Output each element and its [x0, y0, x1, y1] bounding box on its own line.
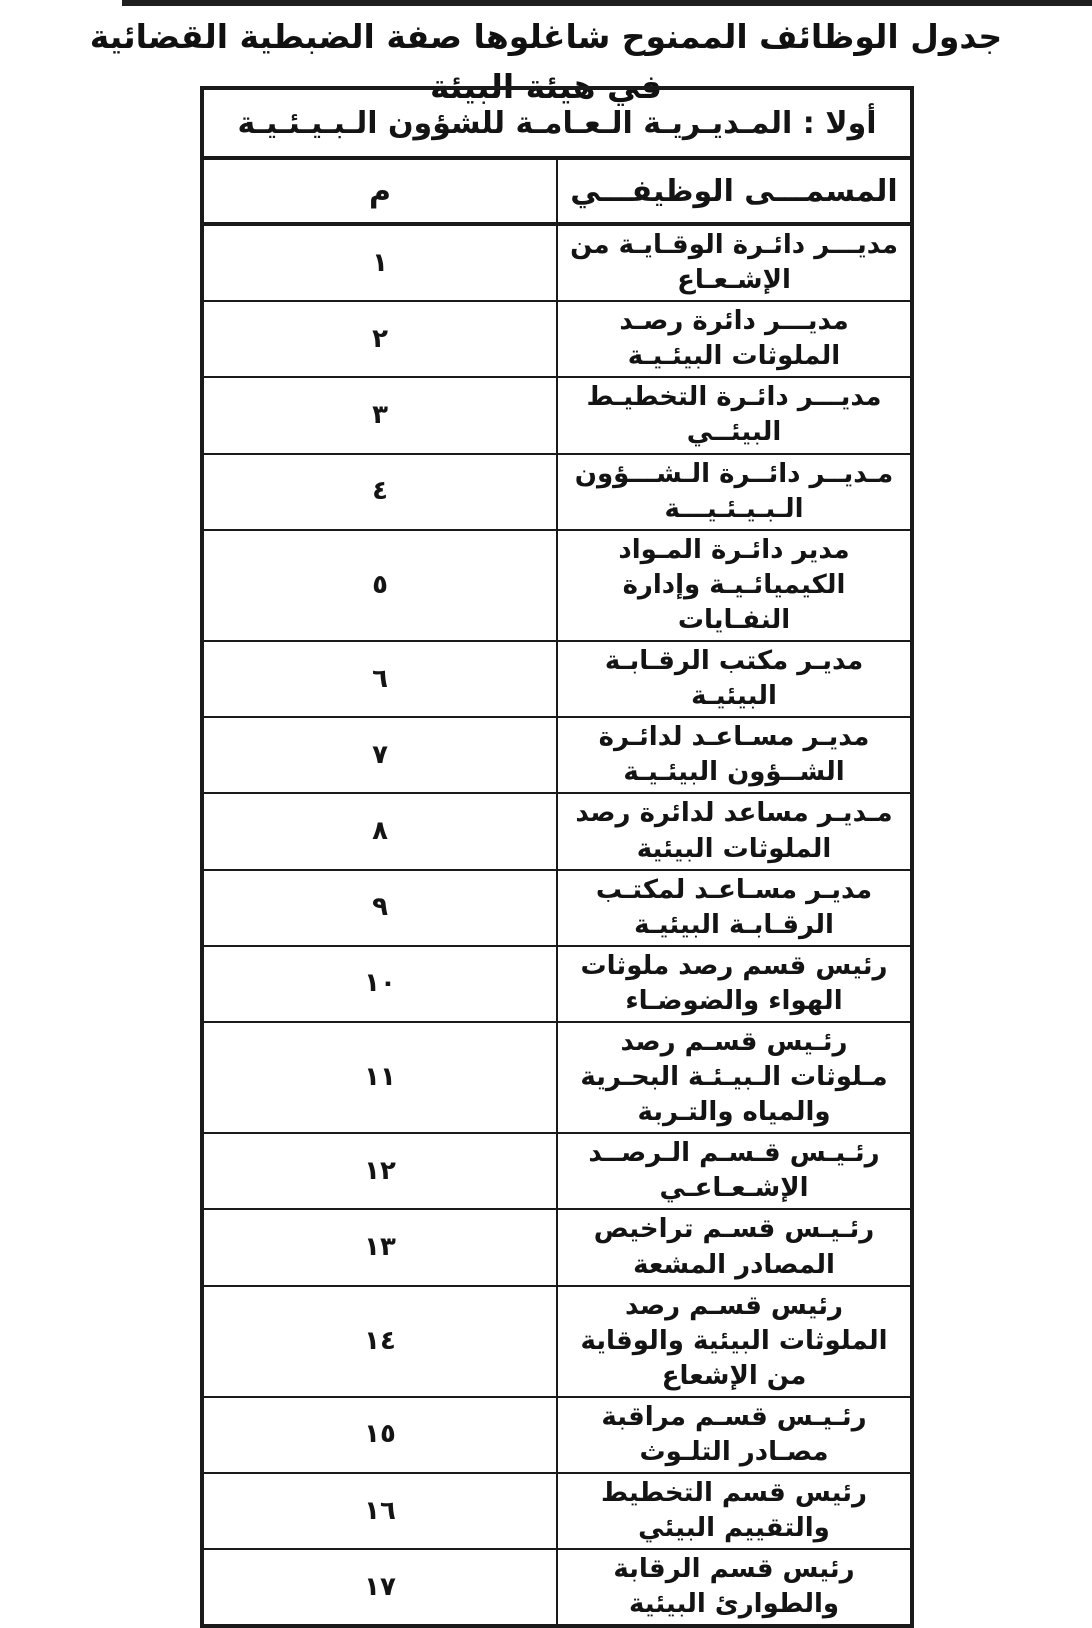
job-title-cell: مديـــر دائـرة التخطيـط البيئــي: [556, 376, 913, 455]
row-number-cell: ١٣: [201, 1208, 558, 1287]
table-row: مدير دائـرة المـواد الكيميائـيـة وإدارة …: [201, 528, 913, 643]
row-number-cell: ٢: [201, 300, 558, 379]
job-title-cell: مديـر مسـاعـد لدائـرة الشــؤون البيئـيـة: [556, 716, 913, 795]
table-row: رئيس قسم التخطيط والتقييم البيئي ١٦: [201, 1472, 913, 1551]
job-title-cell: مـديـر مساعد لدائرة رصد الملوثات البيئية: [556, 792, 913, 871]
positions-table: أولا : المـديـريـة الـعـامـة للشؤون الـب…: [200, 86, 914, 1628]
job-title-cell: رئيس قسم التخطيط والتقييم البيئي: [556, 1472, 913, 1551]
row-number-cell: ٣: [201, 376, 558, 455]
job-title-cell: مديـــر دائرة رصـد الملوثات البيئـيـة: [556, 300, 913, 379]
row-number-cell: ١٤: [201, 1284, 558, 1398]
column-header-num: م: [201, 157, 558, 226]
row-number-cell: ١: [201, 222, 558, 303]
table-row: رئيس قسـم رصد الملوثات البيئية والوقاية …: [201, 1284, 913, 1398]
table-row: مديـــر دائـرة التخطيـط البيئــي ٣: [201, 376, 913, 455]
row-number-cell: ١١: [201, 1020, 558, 1135]
row-number-cell: ٧: [201, 716, 558, 795]
table-row: رئـيـس قـسـم الـرصــد الإشـعـاعـي ١٢: [201, 1132, 913, 1211]
job-title-cell: رئيس قسم الرقابة والطوارئ البيئية: [556, 1548, 913, 1628]
top-rule: [122, 0, 1092, 6]
job-title-cell: رئيس قسم رصد ملوثات الهواء والضوضـاء: [556, 944, 913, 1023]
table-row: رئـيس قسـم رصد مـلوثات الـبيـئـة البحـري…: [201, 1020, 913, 1135]
section-header-row: أولا : المـديـريـة الـعـامـة للشؤون الـب…: [201, 87, 913, 160]
section-header: أولا : المـديـريـة الـعـامـة للشؤون الـب…: [201, 87, 913, 160]
row-number-cell: ٤: [201, 452, 558, 531]
table-row: مديـر مسـاعـد لمكتـب الرقـابـة البيئيـة …: [201, 868, 913, 947]
table-row: رئيس قسم رصد ملوثات الهواء والضوضـاء ١٠: [201, 944, 913, 1023]
job-title-cell: مديـر مكتب الرقـابـة البيئيـة: [556, 640, 913, 719]
job-title-cell: رئـيـس قسـم مراقبة مصـادر التلـوث: [556, 1395, 913, 1475]
row-number-cell: ٩: [201, 868, 558, 947]
job-title-cell: مـديــر دائــرة الـشـــؤون الـبـيـئـيـــ…: [556, 452, 913, 531]
document-page: { "page": { "title": "جدول الوظائف الممن…: [89, 0, 1092, 1628]
column-header-row: المسمـــى الوظيفـــي م: [201, 157, 913, 226]
row-number-cell: ٥: [201, 528, 558, 643]
table-row: مديـــر دائرة رصـد الملوثات البيئـيـة ٢: [201, 300, 913, 379]
column-header-job-title: المسمـــى الوظيفـــي: [556, 157, 913, 226]
table-row: مديـــر دائـرة الوقـايـة من الإشـعـاع ١: [201, 222, 913, 303]
job-title-cell: مديـر مسـاعـد لمكتـب الرقـابـة البيئيـة: [556, 868, 913, 947]
table-row: مـديـر مساعد لدائرة رصد الملوثات البيئية…: [201, 792, 913, 871]
table-row: مديـر مكتب الرقـابـة البيئيـة ٦: [201, 640, 913, 719]
row-number-cell: ١٦: [201, 1472, 558, 1551]
job-title-cell: رئـيـس قسـم تراخيص المصادر المشعة: [556, 1208, 913, 1287]
table-row: مديـر مسـاعـد لدائـرة الشــؤون البيئـيـة…: [201, 716, 913, 795]
row-number-cell: ١٠: [201, 944, 558, 1023]
table-row: رئـيـس قسـم مراقبة مصـادر التلـوث ١٥: [201, 1395, 913, 1475]
job-title-cell: رئـيـس قـسـم الـرصــد الإشـعـاعـي: [556, 1132, 913, 1211]
job-title-cell: رئـيس قسـم رصد مـلوثات الـبيـئـة البحـري…: [556, 1020, 913, 1135]
row-number-cell: ١٥: [201, 1395, 558, 1475]
row-number-cell: ١٢: [201, 1132, 558, 1211]
job-title-cell: مديـــر دائـرة الوقـايـة من الإشـعـاع: [556, 222, 913, 303]
row-number-cell: ٨: [201, 792, 558, 871]
row-number-cell: ١٧: [201, 1548, 558, 1628]
table-row: رئـيـس قسـم تراخيص المصادر المشعة ١٣: [201, 1208, 913, 1287]
job-title-cell: رئيس قسـم رصد الملوثات البيئية والوقاية …: [556, 1284, 913, 1398]
table-row: مـديــر دائــرة الـشـــؤون الـبـيـئـيـــ…: [201, 452, 913, 531]
row-number-cell: ٦: [201, 640, 558, 719]
job-title-cell: مدير دائـرة المـواد الكيميائـيـة وإدارة …: [556, 528, 913, 643]
table-row: رئيس قسم الرقابة والطوارئ البيئية ١٧: [201, 1548, 913, 1628]
